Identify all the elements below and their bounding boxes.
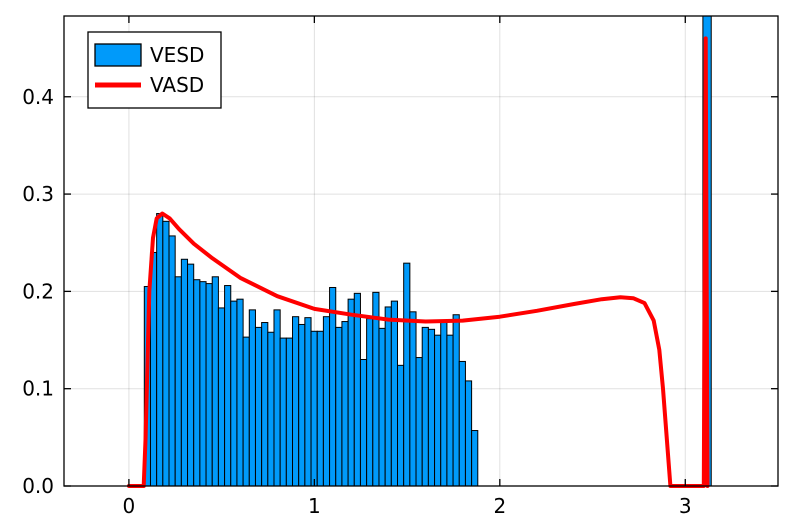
- histogram-bar: [335, 326, 343, 487]
- histogram-bar: [193, 279, 201, 487]
- x-tick-label: 2: [493, 494, 506, 518]
- histogram-bar: [261, 322, 269, 487]
- histogram-bar: [180, 258, 189, 487]
- y-tick-label: 0.2: [22, 279, 54, 303]
- histogram-bar: [471, 430, 479, 487]
- axis-ticks: [64, 16, 778, 487]
- histogram-bar: [403, 262, 411, 487]
- histogram-bar: [421, 326, 429, 487]
- histogram-bar: [156, 213, 164, 487]
- histogram-bar: [267, 331, 275, 487]
- histogram-bar: [168, 235, 176, 487]
- histogram-bar: [347, 298, 355, 487]
- histogram-bar: [236, 298, 244, 487]
- histogram-bar: [359, 358, 368, 487]
- histogram-bar: [440, 321, 448, 487]
- histogram-bar: [254, 326, 263, 487]
- histogram-bar: [341, 321, 349, 487]
- histogram-bar: [285, 337, 294, 487]
- histogram-bar: [292, 316, 300, 487]
- histogram-bar: [434, 334, 442, 487]
- legend-label-vesd: VESD: [150, 43, 204, 67]
- histogram-bar: [242, 336, 250, 487]
- y-tick-label: 0.1: [22, 377, 54, 401]
- y-tick-label: 0.3: [22, 182, 54, 206]
- legend-swatch-vesd: [94, 43, 142, 67]
- vasd-curve-group: [126, 36, 710, 488]
- vasd-line: [126, 36, 710, 488]
- histogram-bars: [143, 15, 712, 487]
- histogram-bar: [248, 309, 256, 487]
- histogram-bar: [316, 330, 324, 487]
- histogram-bar: [211, 276, 219, 487]
- histogram-bar: [162, 220, 170, 487]
- legend-label-vasd: VASD: [150, 73, 204, 97]
- histogram-bar: [353, 292, 361, 487]
- histogram-bar: [464, 380, 473, 487]
- x-tick-labels: 0 1 2 3: [123, 494, 692, 518]
- plot-frame: [63, 15, 779, 487]
- histogram-bar: [366, 318, 374, 487]
- histogram-bar: [279, 337, 287, 487]
- y-tick-labels: 0.0 0.1 0.2 0.3 0.4: [22, 85, 54, 498]
- histogram-bar: [273, 309, 281, 487]
- y-tick-label: 0.4: [22, 85, 54, 109]
- y-tick-label: 0.0: [22, 474, 54, 498]
- histogram-bar: [174, 276, 182, 487]
- legend: VESD VASD: [87, 31, 222, 109]
- histogram-bar: [230, 300, 238, 487]
- x-tick-label: 1: [308, 494, 321, 518]
- histogram-bar: [329, 286, 337, 487]
- histogram-bar: [322, 316, 331, 487]
- histogram-bar: [427, 328, 436, 487]
- histogram-bar: [187, 263, 195, 487]
- histogram-bar: [217, 307, 226, 487]
- histogram-bar: [415, 357, 423, 487]
- x-tick-label: 3: [679, 494, 692, 518]
- histogram-bar: [452, 314, 460, 487]
- histogram-bar: [458, 360, 466, 487]
- histogram-bar: [224, 285, 232, 487]
- histogram-bar: [310, 330, 318, 487]
- histogram-bar: [205, 283, 213, 487]
- histogram-bar: [372, 291, 380, 487]
- x-tick-label: 0: [123, 494, 136, 518]
- histogram-bar: [378, 327, 386, 487]
- histogram-bar: [446, 334, 454, 487]
- histogram-bar: [397, 364, 405, 487]
- histogram-bar: [199, 281, 207, 487]
- histogram-bar: [390, 300, 399, 487]
- histogram-bar: [409, 311, 417, 487]
- histogram-bar: [384, 306, 392, 487]
- histogram-bar: [298, 323, 306, 487]
- histogram-bar: [304, 317, 312, 487]
